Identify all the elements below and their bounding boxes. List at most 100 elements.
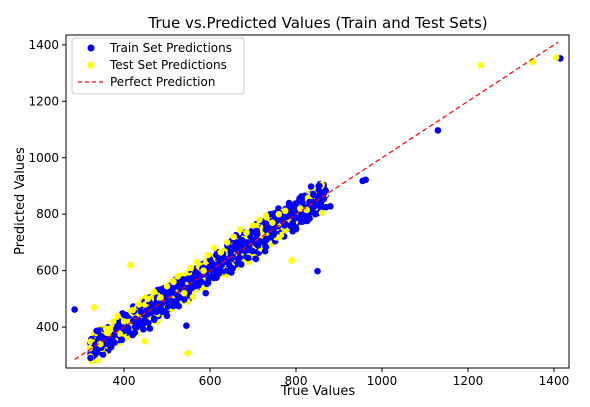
test-point [217, 248, 225, 256]
x-axis-title: True Values [280, 384, 355, 399]
train-point [232, 239, 240, 246]
train-cloud-point [252, 240, 260, 248]
test-point [114, 312, 121, 320]
train-cloud-point [99, 351, 107, 358]
x-tick-label: 800 [285, 374, 308, 388]
y-axis-title: Predicted Values [13, 147, 28, 255]
train-cloud-point [231, 245, 239, 253]
train-cloud-point [316, 192, 324, 200]
test-cloud-point [116, 330, 123, 338]
legend-train-marker [87, 44, 95, 52]
test-point [86, 344, 93, 352]
train-cloud-point [229, 253, 237, 261]
train-cloud-point [244, 246, 252, 254]
y-tick-label: 800 [36, 207, 59, 221]
test-point [256, 216, 263, 224]
test-point [157, 294, 164, 301]
test-point [552, 54, 560, 61]
test-point [170, 278, 177, 286]
test-point [249, 222, 257, 229]
test-series [86, 54, 560, 357]
train-point [434, 127, 442, 134]
test-point [150, 288, 158, 296]
train-point [150, 315, 158, 322]
test-point [90, 304, 98, 311]
train-point [198, 278, 205, 286]
test-point [297, 205, 304, 212]
train-point [208, 267, 216, 274]
train-cloud-point [236, 254, 243, 261]
train-cloud-point [281, 222, 288, 229]
train-point [314, 267, 321, 275]
train-cloud-point [87, 354, 94, 362]
test-point [200, 267, 207, 274]
test-point [109, 318, 117, 325]
test-point [180, 289, 188, 297]
train-point [133, 323, 141, 331]
train-cloud-point [285, 199, 293, 207]
train-point [183, 322, 190, 329]
plot-area [71, 41, 564, 365]
y-tick-label: 1400 [28, 38, 59, 52]
legend-test-marker [87, 61, 95, 69]
test-point [187, 264, 194, 272]
y-tick-label: 400 [36, 320, 59, 334]
train-point [125, 325, 132, 332]
x-tick-label: 1000 [367, 374, 398, 388]
train-cloud-point [238, 261, 245, 268]
legend-test-label: Test Set Predictions [109, 58, 227, 72]
train-point [236, 244, 244, 252]
train-cloud-point [137, 308, 145, 315]
legend-train-label: Train Set Predictions [109, 41, 232, 55]
test-point [141, 337, 148, 345]
test-cloud-point [189, 293, 197, 301]
test-point [193, 258, 201, 266]
test-point [236, 226, 244, 234]
test-point [230, 233, 237, 241]
chart-title: True vs.Predicted Values (Train and Test… [147, 14, 487, 32]
x-axis: 400 600 800 1000 1200 1400 [113, 368, 569, 388]
test-point [281, 207, 289, 215]
train-point [262, 226, 270, 234]
x-tick-label: 1200 [453, 374, 484, 388]
train-cloud-point [290, 222, 297, 229]
train-point [163, 312, 171, 320]
test-point [288, 257, 296, 264]
test-cloud-point [318, 209, 326, 217]
train-point [159, 308, 167, 315]
test-point [275, 210, 283, 218]
train-cloud-point [203, 280, 211, 288]
train-cloud-point [164, 303, 172, 310]
y-tick-label: 1000 [28, 151, 59, 165]
test-point [127, 261, 134, 269]
train-point [118, 336, 126, 344]
test-point [223, 239, 231, 246]
test-point [184, 349, 191, 357]
train-point [170, 302, 177, 310]
train-cloud-point [307, 183, 315, 190]
train-point [129, 331, 136, 339]
train-point [140, 326, 147, 333]
test-point [262, 212, 270, 219]
legend-box [71, 37, 245, 95]
test-point [269, 219, 276, 226]
legend: Train Set Predictions Test Set Predictio… [71, 37, 245, 95]
train-cloud-point [262, 236, 270, 244]
train-point [254, 230, 261, 238]
test-point [144, 295, 151, 303]
legend-line-label: Perfect Prediction [110, 75, 215, 89]
train-point [312, 210, 319, 218]
test-point [135, 301, 143, 308]
test-point [163, 282, 171, 290]
train-point [146, 325, 154, 332]
test-point [303, 206, 311, 214]
train-cloud-point [303, 217, 311, 225]
test-point [129, 306, 136, 314]
y-tick-label: 600 [36, 264, 59, 278]
train-point [362, 176, 369, 184]
train-cloud-point [262, 243, 269, 250]
train-cloud-point [216, 262, 223, 270]
test-point [204, 251, 212, 259]
train-cloud-point [322, 187, 329, 194]
plot-frame [65, 34, 570, 369]
